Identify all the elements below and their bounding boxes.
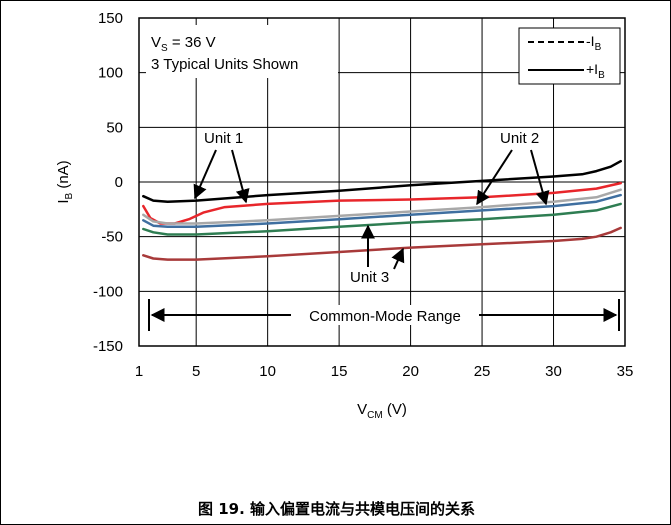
x-tick-label: 1 <box>135 363 143 380</box>
common-mode-range: Common-Mode Range <box>148 299 620 331</box>
x-tick-label: 5 <box>192 363 200 380</box>
series-line-5 <box>142 202 622 236</box>
plot-border <box>138 17 626 347</box>
x-axis-label: VCM (V) <box>357 401 407 421</box>
x-tick-label: 25 <box>474 363 491 380</box>
unit1-label: Unit 1 <box>204 130 243 147</box>
legend: -IB +IB <box>518 27 621 85</box>
info-box-bg <box>146 25 338 78</box>
unit3-label-bg <box>348 268 402 286</box>
unit2-label-bg <box>498 129 550 147</box>
legend-label-minus-ib: -IB <box>586 33 602 53</box>
series-line-6 <box>142 226 622 261</box>
y-tick-label: 150 <box>98 10 123 27</box>
x-tick-label: 30 <box>545 363 562 380</box>
y-tick-label: 100 <box>98 65 123 82</box>
unit2-arrow-right <box>530 149 550 206</box>
x-tick-label: 15 <box>331 363 348 380</box>
x-tick-label: 10 <box>259 363 276 380</box>
y-tick-label: -100 <box>93 283 123 300</box>
unit2-label: Unit 2 <box>500 130 539 147</box>
y-axis-label: IB (nA) <box>55 160 75 203</box>
series-line-4 <box>142 193 622 229</box>
annotations: Unit 1 Unit 2 Unit 3 <box>193 129 550 286</box>
y-tick-label: 0 <box>115 174 123 191</box>
info-box: VS = 36 V 3 Typical Units Shown <box>146 25 338 78</box>
legend-box <box>518 27 621 85</box>
unit3-label: Unit 3 <box>350 269 389 286</box>
unit2-arrow-left <box>476 149 513 206</box>
unit1-arrow-right <box>231 149 250 204</box>
y-tick-label: 50 <box>106 119 123 136</box>
series-line-3 <box>142 188 622 225</box>
figure-caption: 图 19. 输入偏置电流与共模电压间的关系 <box>197 500 476 518</box>
series-group <box>142 159 622 261</box>
unit1-arrow-left <box>193 149 217 200</box>
y-tick-label: -150 <box>93 338 123 355</box>
series-line-1 <box>142 159 622 203</box>
unit3-arrow-right <box>391 247 405 270</box>
legend-label-plus-ib: +IB <box>586 61 605 81</box>
range-label: Common-Mode Range <box>309 308 461 325</box>
y-tick-label: -50 <box>101 229 123 246</box>
unit1-label-bg <box>203 129 255 147</box>
x-tick-label: 35 <box>617 363 634 380</box>
info-line-1: VS = 36 V <box>151 34 216 54</box>
x-tick-label: 20 <box>402 363 419 380</box>
range-label-bg <box>292 305 478 325</box>
info-line-2: 3 Typical Units Shown <box>151 56 298 73</box>
